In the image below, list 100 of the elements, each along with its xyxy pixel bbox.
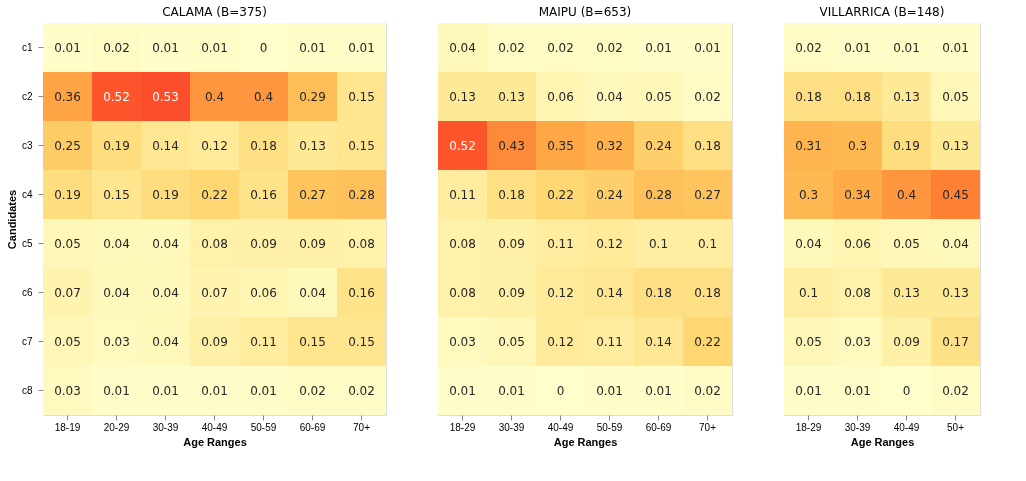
x-tick-label: 30-39 (498, 421, 525, 433)
data-label: 0.07 (201, 285, 228, 300)
data-label: 0.01 (201, 383, 228, 398)
x-tick-label: 20-29 (103, 421, 130, 433)
data-label: 0.3 (847, 138, 868, 153)
data-label: 0.15 (348, 138, 375, 153)
chart-title: MAIPU (B=653) (538, 5, 632, 19)
data-label: 0.12 (596, 236, 623, 251)
data-label: 0.19 (152, 187, 179, 202)
data-label: 0.09 (201, 334, 228, 349)
data-label: 0.02 (694, 89, 721, 104)
data-label: 0.05 (54, 236, 81, 251)
y-tick-label: c1 (21, 41, 33, 53)
data-label: 0.25 (54, 138, 81, 153)
data-label: 0.01 (893, 40, 920, 55)
data-label: 0.08 (348, 236, 375, 251)
data-label: 0.05 (942, 89, 969, 104)
x-axis-title: Age Ranges (183, 435, 247, 448)
data-label: 0.04 (103, 285, 130, 300)
data-label: 0.01 (498, 383, 525, 398)
y-tick-label: c2 (21, 90, 33, 102)
data-label: 0.02 (299, 383, 326, 398)
data-label: 0.27 (694, 187, 721, 202)
data-label: 0.22 (547, 187, 574, 202)
data-label: 0.07 (54, 285, 81, 300)
data-label: 0.27 (299, 187, 326, 202)
data-label: 0.16 (348, 285, 375, 300)
data-label: 0.01 (694, 40, 721, 55)
y-tick-label: c4 (21, 188, 33, 200)
data-label: 0.11 (547, 236, 574, 251)
data-label: 0.4 (204, 89, 225, 104)
data-label: 0.08 (844, 285, 871, 300)
data-label: 0.14 (645, 334, 672, 349)
data-label: 0.09 (299, 236, 326, 251)
data-label: 0.05 (795, 334, 822, 349)
data-label: 0.32 (596, 138, 623, 153)
y-tick-label: c3 (21, 139, 33, 151)
data-label: 0.18 (645, 285, 672, 300)
data-label: 0.13 (498, 89, 525, 104)
data-label: 0.28 (645, 187, 672, 202)
data-label: 0 (556, 383, 565, 398)
x-tick-label: 40-49 (201, 421, 228, 433)
data-label: 0.17 (942, 334, 969, 349)
data-label: 0.09 (893, 334, 920, 349)
data-label: 0.35 (547, 138, 574, 153)
y-axis-title: Candidates (5, 189, 18, 250)
data-label: 0.01 (299, 40, 326, 55)
data-label: 0.01 (795, 383, 822, 398)
data-label: 0.4 (253, 89, 274, 104)
data-label: 0.22 (694, 334, 721, 349)
data-label: 0.04 (152, 236, 179, 251)
data-label: 0.45 (942, 187, 969, 202)
data-label: 0.06 (547, 89, 574, 104)
data-label: 0.01 (844, 383, 871, 398)
data-label: 0.16 (250, 187, 277, 202)
data-label: 0.13 (893, 285, 920, 300)
x-tick-label: 18-19 (54, 421, 81, 433)
x-tick-label: 30-39 (152, 421, 179, 433)
data-label: 0.12 (547, 285, 574, 300)
data-label: 0.24 (596, 187, 623, 202)
data-label: 0.15 (299, 334, 326, 349)
data-label: 0.02 (547, 40, 574, 55)
data-label: 0.01 (596, 383, 623, 398)
data-label: 0.29 (299, 89, 326, 104)
data-label: 0.01 (152, 383, 179, 398)
data-label: 0.01 (645, 40, 672, 55)
data-label: 0.13 (449, 89, 476, 104)
data-label: 0.01 (645, 383, 672, 398)
data-label: 0.18 (795, 89, 822, 104)
data-label: 0.05 (54, 334, 81, 349)
data-label: 0.02 (795, 40, 822, 55)
data-label: 0.53 (152, 89, 179, 104)
data-label: 0.01 (54, 40, 81, 55)
x-tick-label: 50-59 (250, 421, 277, 433)
data-label: 0.04 (795, 236, 822, 251)
data-label: 0.02 (348, 383, 375, 398)
chart-title: VILLARRICA (B=148) (819, 5, 945, 19)
data-label: 0.05 (893, 236, 920, 251)
data-label: 0.24 (645, 138, 672, 153)
x-tick-label: 40-49 (547, 421, 574, 433)
data-label: 0.02 (942, 383, 969, 398)
data-label: 0.14 (596, 285, 623, 300)
data-label: 0.18 (844, 89, 871, 104)
data-label: 0.02 (596, 40, 623, 55)
x-tick-label: 70+ (353, 421, 371, 433)
data-label: 0.09 (250, 236, 277, 251)
data-label: 0.01 (103, 383, 130, 398)
data-label: 0.05 (645, 89, 672, 104)
x-axis-title: Age Ranges (553, 435, 618, 448)
data-label: 0.43 (498, 138, 525, 153)
data-label: 0.28 (348, 187, 375, 202)
data-label: 0.31 (795, 138, 822, 153)
x-tick-label: 50-59 (596, 421, 623, 433)
data-label: 0.03 (449, 334, 476, 349)
x-tick-label: 30-39 (844, 421, 871, 433)
data-label: 0.06 (844, 236, 871, 251)
data-label: 0 (902, 383, 911, 398)
x-tick-label: 40-49 (893, 421, 920, 433)
data-label: 0.34 (844, 187, 871, 202)
x-axis-title: Age Ranges (850, 435, 915, 448)
